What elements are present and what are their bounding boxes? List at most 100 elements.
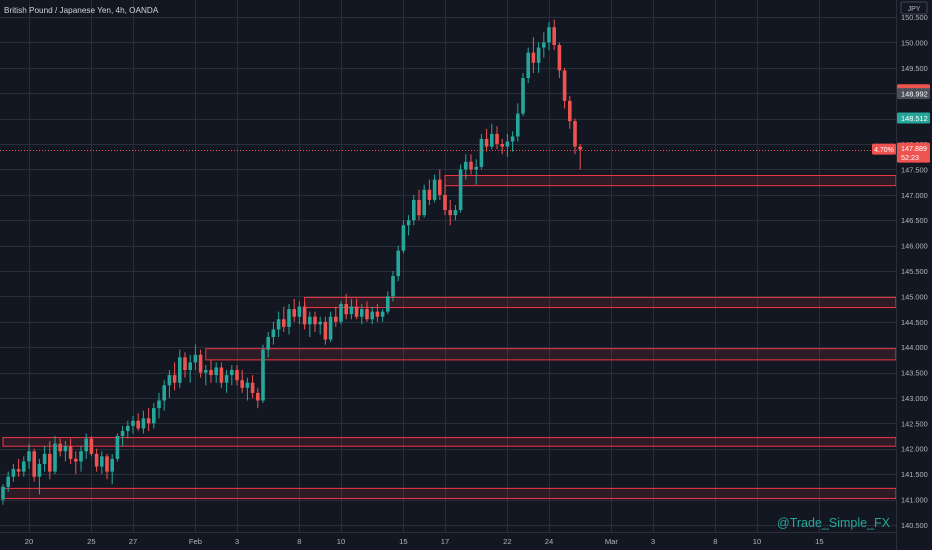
candle xyxy=(578,144,582,170)
candle-body xyxy=(282,319,286,327)
y-tick-label: 142.500 xyxy=(901,419,928,428)
candle-body xyxy=(484,138,489,147)
candle xyxy=(120,425,125,447)
x-tick-label: Mar xyxy=(605,537,619,546)
candle xyxy=(458,164,463,213)
candle xyxy=(115,433,120,462)
currency-badge[interactable]: JPY xyxy=(900,1,928,15)
axis-price-label: 148.512 xyxy=(897,112,930,124)
candle-body xyxy=(401,225,406,251)
candle xyxy=(386,291,390,315)
candle xyxy=(141,410,146,434)
candle-body xyxy=(167,375,172,386)
x-tick-label: 27 xyxy=(129,537,137,546)
x-tick-label: 10 xyxy=(337,537,345,546)
candle xyxy=(334,306,338,327)
candle-body xyxy=(131,420,135,426)
candle xyxy=(261,344,265,404)
candle-body xyxy=(521,78,525,114)
svg-text:4.70%: 4.70% xyxy=(874,147,894,154)
candle xyxy=(63,441,68,462)
y-tick-label: 140.500 xyxy=(901,521,928,530)
candle xyxy=(344,293,348,320)
zone-rect[interactable] xyxy=(2,437,897,447)
candle-body xyxy=(510,136,515,142)
candle xyxy=(406,215,411,236)
candle xyxy=(42,446,47,472)
candle xyxy=(521,72,525,117)
candle-body xyxy=(360,309,364,317)
candle xyxy=(557,42,562,79)
y-tick-label: 149.500 xyxy=(901,64,928,73)
candle xyxy=(531,37,536,73)
candle xyxy=(162,380,166,411)
y-tick-label: 141.500 xyxy=(901,470,928,479)
candle-body xyxy=(490,133,494,147)
candle-body xyxy=(479,138,484,167)
candle-body xyxy=(380,311,385,317)
candle xyxy=(224,370,229,393)
candle xyxy=(250,375,255,398)
y-tick-label: 142.000 xyxy=(901,445,928,454)
candle-body xyxy=(230,370,234,376)
candle xyxy=(230,364,234,386)
candle xyxy=(510,131,515,152)
candle xyxy=(193,344,198,371)
candle xyxy=(568,95,572,129)
candle-body xyxy=(183,357,187,371)
candle-body xyxy=(339,304,343,322)
candle-body xyxy=(427,189,432,200)
y-tick-label: 147.000 xyxy=(901,191,928,200)
zone-rect[interactable] xyxy=(2,487,897,500)
time-axis[interactable]: 20 25 27 Feb 3 8 10 15 17 22 24 Mar 3 8 10 15 xyxy=(0,532,896,547)
candle-body xyxy=(146,418,151,424)
candle-body xyxy=(474,166,478,170)
candle xyxy=(172,362,177,391)
zone-rect[interactable] xyxy=(205,348,897,361)
candle-body xyxy=(505,141,510,147)
candle xyxy=(484,128,489,152)
x-tick-label: Feb xyxy=(189,537,202,546)
candle xyxy=(302,301,307,330)
candle-body xyxy=(256,392,260,401)
candle xyxy=(183,352,187,378)
price-axis[interactable]: 140.500 141.000 141.500 142.000 142.500 143.0… xyxy=(896,0,928,550)
zone-rect[interactable] xyxy=(444,175,897,187)
candle xyxy=(328,311,333,343)
candle-body xyxy=(495,133,499,145)
candle-body xyxy=(276,319,281,330)
candle-body xyxy=(42,453,47,464)
candle xyxy=(126,420,130,439)
candle-body xyxy=(542,42,546,48)
candle xyxy=(464,154,468,180)
candle-body xyxy=(297,306,302,317)
candle xyxy=(500,138,504,155)
x-tick-label: 22 xyxy=(503,537,511,546)
candle xyxy=(204,364,208,386)
candle xyxy=(131,415,135,434)
candle xyxy=(79,446,83,472)
candle-body xyxy=(1,486,5,500)
candle-body xyxy=(136,420,140,429)
candle xyxy=(339,301,343,325)
candle-body xyxy=(115,436,120,459)
candle-body xyxy=(63,446,68,452)
candle xyxy=(526,47,530,84)
x-tick-label: 17 xyxy=(441,537,449,546)
candle-body xyxy=(354,306,359,317)
candle-body xyxy=(271,329,276,338)
chart-title: British Pound / Japanese Yen, 4h, OANDA xyxy=(4,6,159,15)
candle xyxy=(318,316,322,335)
x-tick-label: 8 xyxy=(713,537,717,546)
y-tick-label: 146.000 xyxy=(901,242,928,251)
candle-body xyxy=(110,458,114,472)
candle-body xyxy=(37,463,42,477)
candle-body xyxy=(266,337,270,350)
candle-body xyxy=(469,161,473,170)
candle-body xyxy=(105,456,109,472)
candle xyxy=(53,436,57,475)
candle xyxy=(573,118,577,155)
